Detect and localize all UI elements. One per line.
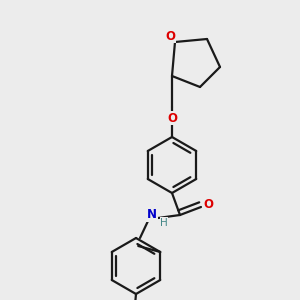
Text: O: O [165, 29, 175, 43]
Text: O: O [203, 199, 213, 212]
Text: O: O [167, 112, 177, 124]
Text: N: N [147, 208, 157, 221]
Text: H: H [160, 218, 168, 228]
